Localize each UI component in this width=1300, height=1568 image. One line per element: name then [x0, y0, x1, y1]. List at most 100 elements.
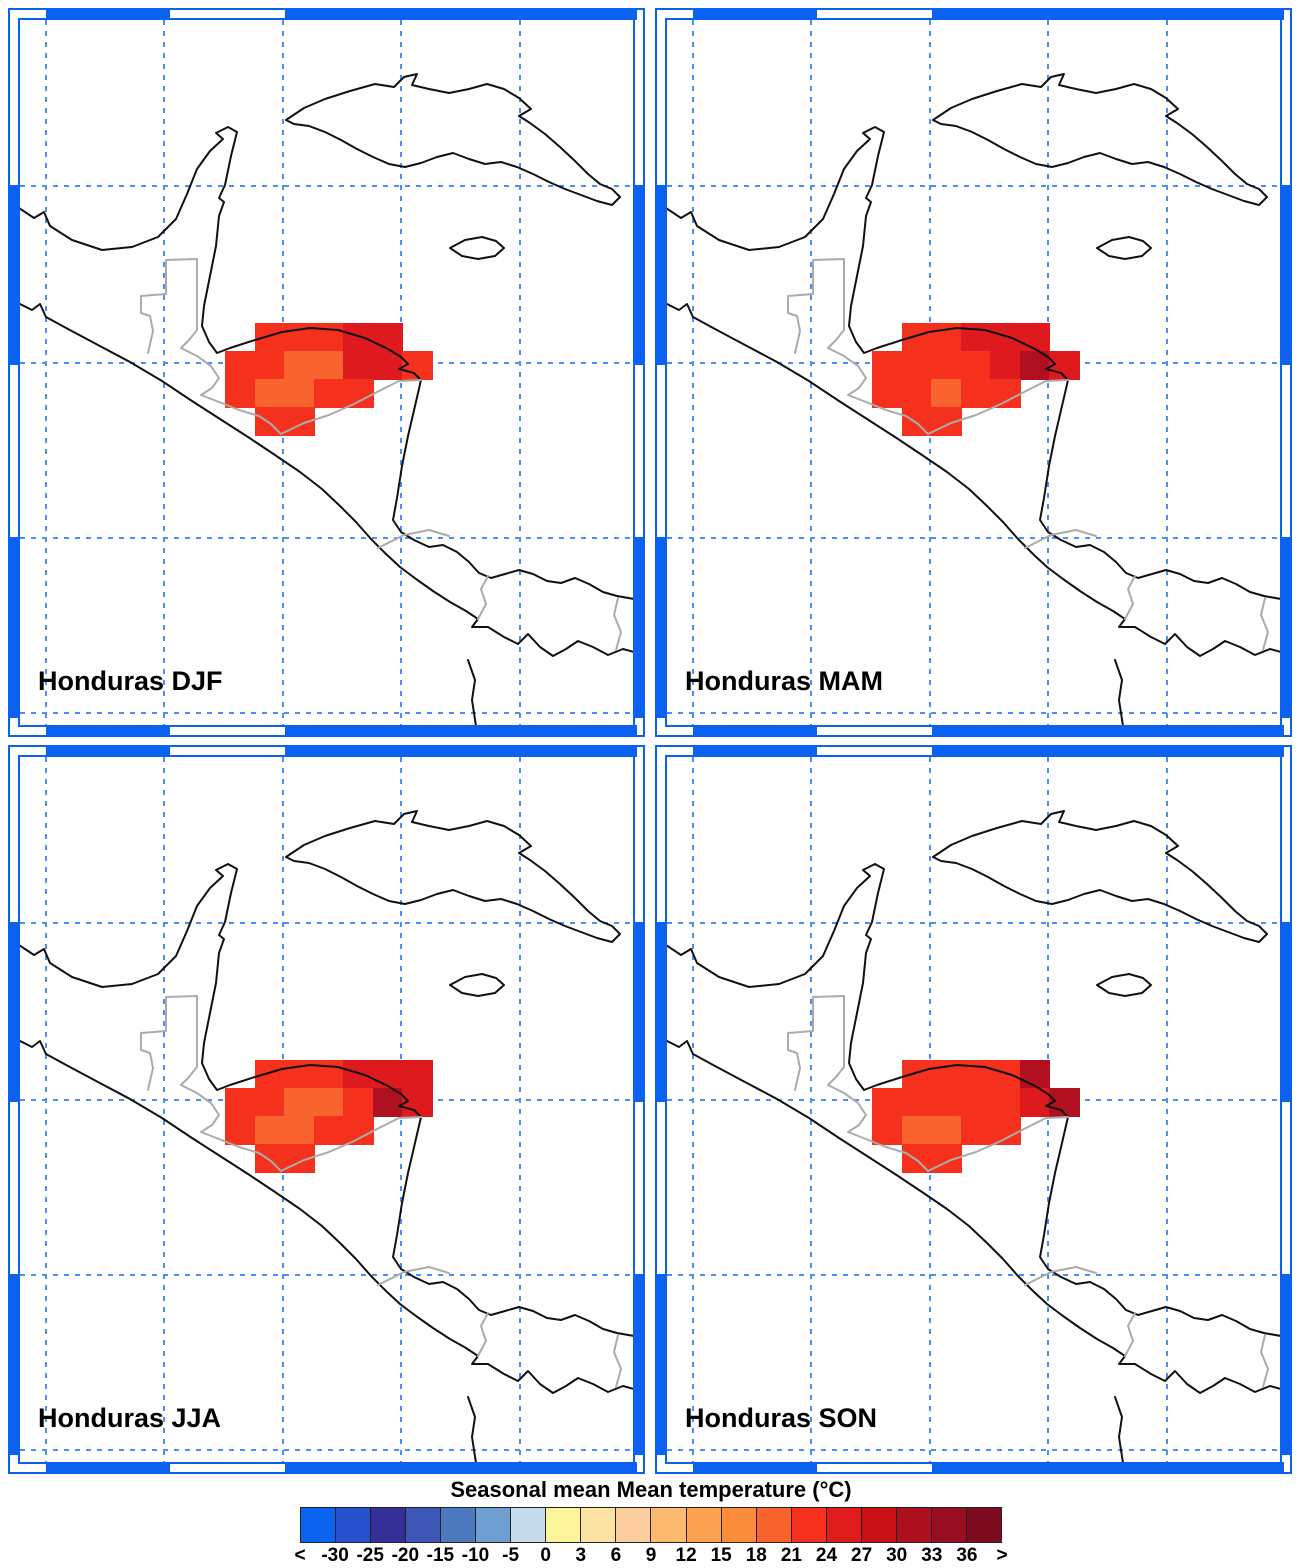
colorbar-cell — [546, 1508, 582, 1542]
map-area: Honduras DJF — [20, 20, 633, 725]
temperature-cells — [20, 757, 633, 1462]
map-area: Honduras MAM — [667, 20, 1280, 725]
coastline-map — [667, 810, 1280, 1462]
frame-tick-segment — [45, 745, 171, 757]
temperature-cell — [1019, 1060, 1050, 1089]
panel-title: Honduras DJF — [38, 666, 223, 696]
temperature-cell — [313, 379, 344, 408]
colorbar-cell — [441, 1508, 477, 1542]
colorbar-label: -10 — [461, 1545, 490, 1566]
temperature-cell — [872, 1088, 903, 1117]
temperature-cell — [901, 1144, 932, 1173]
frame-tick-segment — [8, 185, 20, 366]
frame-tick-segment — [285, 745, 638, 757]
frame-tick-segment — [932, 1462, 1285, 1474]
temperature-cell — [960, 351, 991, 380]
temperature-cell — [284, 1116, 315, 1145]
temperature-cell — [254, 1088, 285, 1117]
colorbar-cell — [301, 1508, 337, 1542]
colorbar-label: -20 — [391, 1545, 420, 1566]
temperature-cell — [313, 351, 344, 380]
colorbar-cell — [896, 1508, 932, 1542]
temperature-cells — [667, 757, 1280, 1462]
temperature-cell — [990, 351, 1021, 380]
colorbar-label: 21 — [780, 1545, 802, 1566]
frame-tick-segment — [45, 8, 171, 20]
temperature-cell — [901, 407, 932, 436]
map-panel-jja: Honduras JJA — [8, 745, 645, 1474]
frame-tick-segment — [692, 745, 818, 757]
colorbar-label: -15 — [426, 1545, 455, 1566]
colorbar-cell — [791, 1508, 827, 1542]
colorbar-label: -30 — [321, 1545, 349, 1566]
temperature-cell — [343, 379, 374, 408]
colorbar-label: > — [996, 1545, 1008, 1566]
temperature-cell — [225, 379, 256, 408]
map-panel-djf: Honduras DJF — [8, 8, 645, 737]
frame-tick-segment — [8, 1274, 20, 1456]
colorbar-label: 9 — [645, 1545, 657, 1566]
frame-tick-segment — [1280, 537, 1292, 719]
colorbar-label: < — [294, 1545, 306, 1566]
coastline-map — [667, 73, 1280, 725]
frame-tick-segment — [633, 185, 645, 366]
temperature-cell — [372, 323, 403, 352]
temperature-cell — [901, 323, 932, 352]
temperature-cell — [960, 379, 991, 408]
colorbar-label: 33 — [921, 1545, 943, 1566]
map-area: Honduras SON — [667, 757, 1280, 1462]
colorbar-label: -5 — [502, 1545, 520, 1566]
colorbar-cell — [406, 1508, 442, 1542]
colorbar-cell — [336, 1508, 372, 1542]
temperature-cell — [372, 1060, 403, 1089]
temperature-cell — [343, 1116, 374, 1145]
frame-tick-segment — [1280, 1274, 1292, 1456]
frame-tick-segment — [633, 922, 645, 1103]
temperature-cell — [872, 1116, 903, 1145]
frame-tick-segment — [45, 725, 171, 737]
temperature-cell — [990, 1116, 1021, 1145]
temperature-cell — [284, 379, 315, 408]
frame-tick-segment — [633, 1274, 645, 1456]
temperature-cell — [901, 379, 932, 408]
colorbar-label: 30 — [886, 1545, 908, 1566]
colorbar-label: 18 — [745, 1545, 767, 1566]
panel-title: Honduras MAM — [685, 666, 883, 696]
frame-tick-segment — [655, 185, 667, 366]
temperature-cell — [990, 1088, 1021, 1117]
frame-tick-segment — [932, 725, 1285, 737]
coastline-map — [20, 73, 633, 725]
temperature-cell — [254, 1116, 285, 1145]
frame-tick-segment — [8, 922, 20, 1103]
temperature-cell — [960, 1088, 991, 1117]
temperature-cell — [901, 351, 932, 380]
colorbar-cell — [511, 1508, 547, 1542]
colorbar-label: 3 — [575, 1545, 587, 1566]
temperature-cell — [225, 1088, 256, 1117]
frame-tick-segment — [8, 537, 20, 719]
colorbar-cell — [826, 1508, 862, 1542]
temperature-cell — [343, 323, 374, 352]
temperature-cell — [284, 1088, 315, 1117]
colorbar-cell — [966, 1508, 1001, 1542]
frame-tick-segment — [285, 1462, 638, 1474]
temperature-cell — [225, 1116, 256, 1145]
colorbar-label: -25 — [356, 1545, 384, 1566]
colorbar-label: 15 — [710, 1545, 732, 1566]
temperature-cell — [872, 351, 903, 380]
temperature-cell — [931, 379, 962, 408]
temperature-cell — [284, 351, 315, 380]
colorbar-label: 12 — [675, 1545, 697, 1566]
panel-title: Honduras JJA — [38, 1403, 222, 1433]
temperature-cell — [990, 379, 1021, 408]
frame-tick-segment — [285, 725, 638, 737]
panel-title: Honduras SON — [685, 1403, 878, 1433]
frame-tick-segment — [633, 537, 645, 719]
temperature-cell — [343, 1060, 374, 1089]
frame-tick-segment — [1280, 922, 1292, 1103]
colorbar-cell — [581, 1508, 617, 1542]
frame-tick-segment — [655, 1274, 667, 1456]
temperature-cells — [667, 20, 1280, 725]
temperature-cell — [343, 351, 374, 380]
